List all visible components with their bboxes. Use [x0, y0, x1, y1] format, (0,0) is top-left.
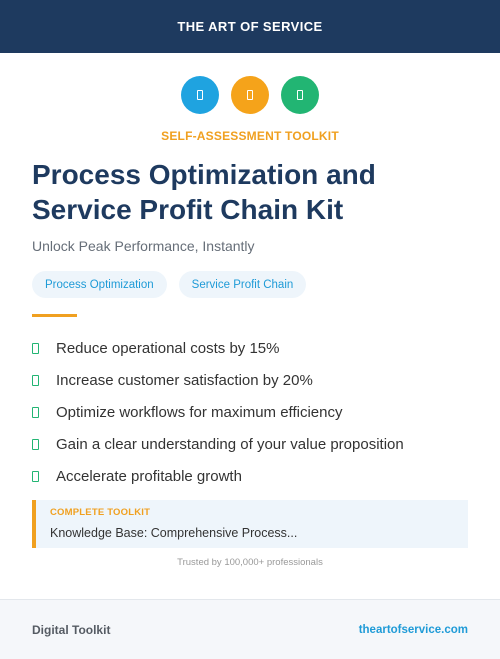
- tag-process-optimization[interactable]: Process Optimization: [32, 271, 167, 298]
- website-link[interactable]: theartofservice.com: [358, 623, 468, 636]
- accent-divider: [32, 314, 77, 317]
- list-item: Increase customer satisfaction by 20%: [32, 364, 404, 396]
- icon-row: [0, 76, 500, 114]
- kicker-label: SELF-ASSESSMENT TOOLKIT: [161, 129, 339, 143]
- footer: Digital Toolkit theartofservice.com: [0, 599, 500, 659]
- document-icon: [231, 76, 269, 114]
- brand-name: THE ART OF SERVICE: [177, 19, 323, 34]
- list-item: Reduce operational costs by 15%: [32, 332, 404, 364]
- document-icon: [281, 76, 319, 114]
- callout-label: COMPLETE TOOLKIT: [50, 507, 151, 518]
- benefit-text: Increase customer satisfaction by 20%: [56, 371, 313, 389]
- callout-value: Knowledge Base: Comprehensive Process...: [50, 526, 298, 540]
- benefit-text: Optimize workflows for maximum efficienc…: [56, 403, 343, 421]
- page-title: Process Optimization and Service Profit …: [32, 159, 376, 225]
- benefit-text: Reduce operational costs by 15%: [56, 339, 280, 357]
- tag-list: Process Optimization Service Profit Chai…: [32, 271, 307, 298]
- check-icon: [32, 374, 39, 386]
- check-icon: [32, 470, 39, 482]
- benefit-text: Accelerate profitable growth: [56, 467, 242, 485]
- list-item: Accelerate profitable growth: [32, 460, 404, 492]
- subtitle: Unlock Peak Performance, Instantly: [32, 238, 255, 254]
- footer-label: Digital Toolkit: [32, 622, 111, 637]
- check-icon: [32, 342, 39, 354]
- top-banner: THE ART OF SERVICE: [0, 0, 500, 53]
- toolkit-callout: COMPLETE TOOLKIT Knowledge Base: Compreh…: [32, 500, 468, 548]
- check-icon: [32, 406, 39, 418]
- tag-service-profit-chain[interactable]: Service Profit Chain: [178, 271, 307, 298]
- check-icon: [32, 438, 39, 450]
- benefit-text: Gain a clear understanding of your value…: [56, 435, 404, 453]
- benefit-list: Reduce operational costs by 15% Increase…: [32, 332, 404, 492]
- document-icon: [181, 76, 219, 114]
- list-item: Optimize workflows for maximum efficienc…: [32, 396, 404, 428]
- trust-note: Trusted by 100,000+ professionals: [177, 557, 323, 568]
- list-item: Gain a clear understanding of your value…: [32, 428, 404, 460]
